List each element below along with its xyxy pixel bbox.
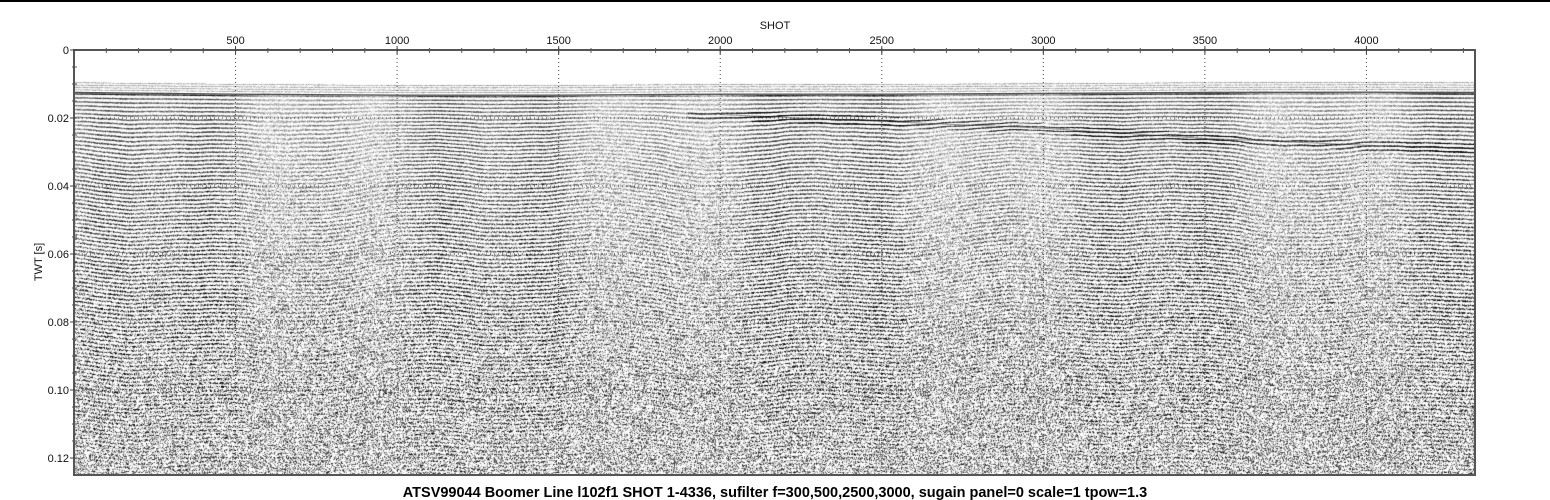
plot-frame — [73, 49, 1476, 476]
x-tick-label: 2000 — [708, 35, 732, 47]
x-tick-label: 3000 — [1031, 35, 1055, 47]
x-tick-label: 3500 — [1193, 35, 1217, 47]
y-tick-label: 0.10 — [48, 385, 69, 397]
y-tick-label: 0.12 — [48, 453, 69, 465]
seafloor-horizon — [73, 91, 1476, 96]
x-tick-label: 2500 — [870, 35, 894, 47]
y-axis-title: TWT [s] — [33, 243, 45, 281]
x-axis-ticks: 500 1000 1500 2000 2500 3000 3500 4000 — [105, 35, 1464, 54]
x-tick-label: 1000 — [385, 35, 409, 47]
x-tick-label: 500 — [226, 35, 244, 47]
x-tick-label: 1500 — [546, 35, 570, 47]
grid-lines — [74, 50, 1475, 475]
seismic-section-image — [74, 50, 1475, 475]
x-tick-label: 4000 — [1354, 35, 1378, 47]
top-border — [0, 0, 1550, 2]
y-tick-label: 0.04 — [48, 181, 69, 193]
dipping-reflector — [720, 114, 1464, 150]
y-tick-label: 0 — [63, 45, 69, 57]
y-tick-label: 0.06 — [48, 249, 69, 261]
plot-title: ATSV99044 Boomer Line l102f1 SHOT 1-4336… — [403, 485, 1147, 500]
y-tick-label: 0.02 — [48, 113, 69, 125]
horizon-lines — [73, 91, 1476, 150]
x-axis-title: SHOT — [760, 20, 791, 32]
y-axis-ticks: 0 0.02 0.04 0.06 0.08 0.10 0.12 — [48, 45, 77, 465]
y-tick-label: 0.08 — [48, 317, 69, 329]
